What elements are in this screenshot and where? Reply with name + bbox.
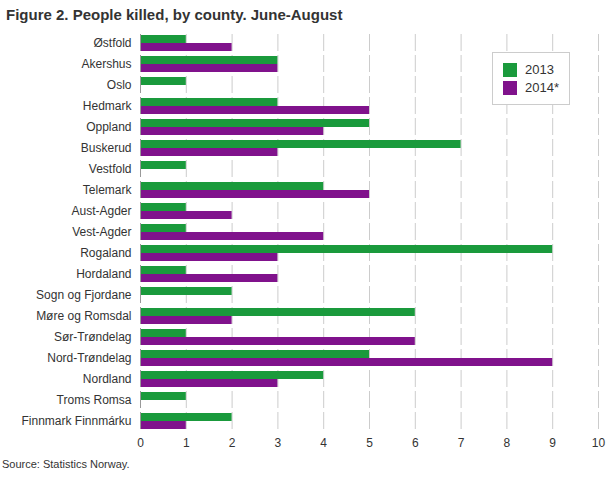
svg-text:Østfold: Østfold [93,36,131,50]
svg-text:7: 7 [458,436,465,450]
svg-text:Sogn og Fjordane: Sogn og Fjordane [36,288,132,302]
svg-text:Telemark: Telemark [83,183,133,197]
svg-text:Sør-Trøndelag: Sør-Trøndelag [54,330,132,344]
svg-text:Oppland: Oppland [86,120,131,134]
svg-text:Rogaland: Rogaland [80,246,131,260]
svg-text:Aust-Agder: Aust-Agder [71,204,131,218]
svg-text:Akershus: Akershus [81,57,131,71]
svg-text:Nordland: Nordland [83,372,132,386]
svg-text:4: 4 [320,436,327,450]
svg-text:1: 1 [183,436,190,450]
svg-text:2: 2 [229,436,236,450]
svg-text:Oslo: Oslo [107,78,132,92]
html-text:Figure 2. People killed, by co: Figure 2. People killed, by county. June… [6,6,343,23]
svg-text:Møre og Romsdal: Møre og Romsdal [36,309,131,323]
svg-text:8: 8 [504,436,511,450]
svg-text:Hordaland: Hordaland [76,267,131,281]
svg-text:Vest-Agder: Vest-Agder [72,225,131,239]
svg-text:3: 3 [275,436,282,450]
html-text:Source: Statistics Norway.: Source: Statistics Norway. [2,458,130,470]
svg-text:Nord-Trøndelag: Nord-Trøndelag [47,351,131,365]
svg-text:Buskerud: Buskerud [81,141,132,155]
svg-text:5: 5 [366,436,373,450]
svg-text:Hedmark: Hedmark [83,99,133,113]
svg-text:Finnmark Finnmárku: Finnmark Finnmárku [21,414,131,428]
svg-text:10: 10 [592,436,606,450]
svg-text:Vestfold: Vestfold [89,162,132,176]
html-text:2014*: 2014* [525,80,559,95]
svg-text:6: 6 [412,436,419,450]
html-text:2013: 2013 [525,62,554,77]
svg-text:Troms Romsa: Troms Romsa [57,393,132,407]
svg-text:9: 9 [549,436,556,450]
svg-text:0: 0 [137,436,144,450]
